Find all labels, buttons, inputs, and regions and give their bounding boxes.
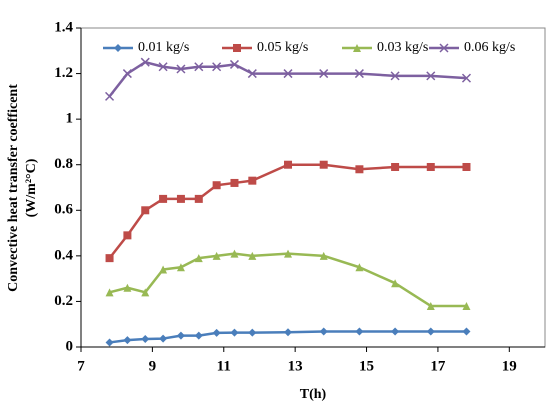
marker — [391, 162, 400, 171]
y-tick-label: 1.4 — [54, 19, 73, 35]
marker — [248, 251, 257, 260]
marker — [212, 328, 221, 337]
marker — [229, 59, 240, 69]
marker — [284, 328, 293, 337]
marker — [159, 334, 168, 343]
marker — [390, 71, 400, 81]
marker — [248, 328, 257, 337]
x-tick-label: 15 — [359, 358, 374, 374]
marker — [122, 69, 132, 79]
marker — [462, 162, 471, 171]
marker — [462, 301, 471, 310]
marker — [391, 279, 400, 288]
marker — [319, 160, 328, 169]
marker — [426, 71, 436, 81]
y-tick-label: 0.6 — [54, 202, 73, 218]
x-tick-label: 11 — [217, 358, 231, 374]
marker — [230, 249, 239, 258]
y-tick-label: 0.8 — [54, 156, 73, 172]
marker — [123, 283, 132, 292]
marker — [176, 263, 185, 272]
marker — [283, 69, 293, 79]
marker — [439, 43, 449, 53]
marker — [248, 176, 257, 185]
marker — [105, 338, 114, 347]
marker — [141, 288, 150, 297]
marker — [426, 327, 435, 336]
marker — [212, 181, 221, 190]
marker — [461, 73, 472, 83]
marker — [194, 62, 204, 72]
x-tick-label: 7 — [77, 358, 85, 374]
marker — [158, 62, 168, 72]
marker — [247, 69, 257, 79]
y-tick-label: 1.2 — [54, 65, 73, 81]
y-axis-label: Convective heat transfer coefficent — [6, 84, 21, 292]
marker — [123, 336, 132, 345]
marker — [284, 160, 293, 169]
marker — [426, 301, 435, 310]
marker — [426, 162, 435, 171]
marker — [354, 69, 364, 79]
marker — [140, 57, 150, 67]
marker — [355, 327, 364, 336]
x-axis-label: T(h) — [300, 387, 327, 402]
y-tick-label: 0.2 — [54, 293, 73, 309]
marker — [391, 327, 400, 336]
marker — [114, 44, 122, 52]
marker — [319, 327, 328, 336]
marker — [284, 249, 293, 258]
marker — [230, 328, 239, 337]
y-tick-label: 1 — [66, 111, 74, 127]
marker — [176, 64, 186, 74]
x-tick-label: 13 — [288, 358, 303, 374]
marker — [233, 44, 241, 52]
marker — [319, 251, 328, 260]
marker — [319, 69, 329, 79]
marker — [123, 231, 132, 240]
marker — [141, 335, 150, 344]
marker — [105, 254, 114, 263]
marker — [212, 62, 222, 72]
marker — [141, 206, 150, 215]
marker — [159, 265, 168, 274]
marker — [194, 254, 203, 263]
plot-frame — [80, 27, 546, 348]
marker — [194, 331, 203, 340]
marker — [194, 194, 203, 203]
marker — [230, 178, 239, 187]
x-tick-label: 17 — [430, 358, 446, 374]
marker — [176, 331, 185, 340]
series-line — [108, 163, 467, 259]
marker — [353, 44, 361, 52]
legend-label: 0.03 kg/s — [377, 40, 428, 55]
marker — [212, 251, 221, 260]
marker — [159, 194, 168, 203]
y-axis-label: (W/m²°C) — [24, 158, 39, 217]
series-line — [109, 252, 467, 308]
marker — [105, 91, 115, 101]
marker — [355, 165, 364, 174]
legend-label: 0.01 kg/s — [138, 40, 189, 55]
x-tick-label: 19 — [502, 358, 517, 374]
marker — [462, 327, 471, 336]
marker — [355, 263, 364, 272]
legend-label: 0.06 kg/s — [464, 40, 515, 55]
legend-label: 0.05 kg/s — [257, 40, 308, 55]
marker — [176, 194, 185, 203]
y-tick-label: 0 — [66, 338, 74, 354]
y-tick-label: 0.4 — [54, 247, 73, 263]
marker — [105, 288, 114, 297]
x-tick-label: 9 — [149, 358, 157, 374]
